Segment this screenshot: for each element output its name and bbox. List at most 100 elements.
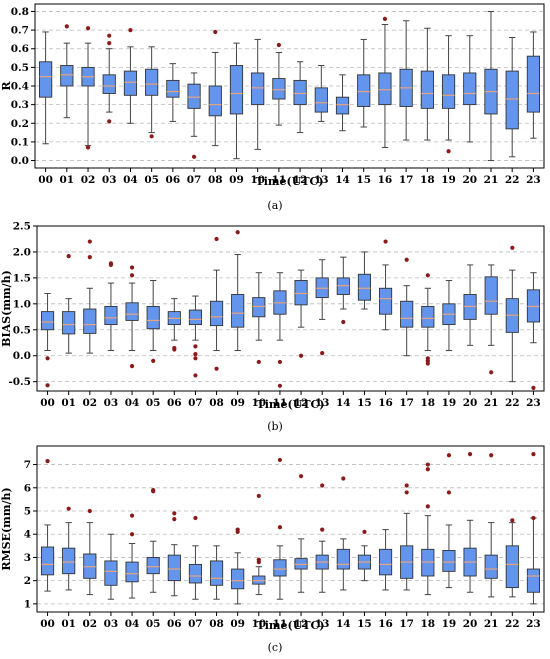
- y-tick-label: 0.8: [11, 6, 29, 18]
- x-tick-label: 03: [104, 397, 119, 409]
- outlier-point: [362, 529, 367, 535]
- outlier-point: [276, 42, 281, 48]
- box: [400, 300, 414, 328]
- outlier-point: [213, 29, 218, 35]
- box: [83, 308, 97, 334]
- x-tick-label: 22: [505, 618, 520, 630]
- box: [420, 70, 434, 109]
- outlier-point: [425, 361, 430, 366]
- x-tick-label: 07: [187, 174, 202, 186]
- box: [145, 68, 159, 96]
- x-tick-label: 02: [81, 174, 96, 186]
- outlier-point: [107, 119, 112, 124]
- y-tick-label: 1: [24, 598, 31, 610]
- outlier-point: [320, 351, 325, 356]
- outlier-point: [489, 370, 494, 375]
- outlier-point: [235, 527, 240, 532]
- x-tick-label: 15: [357, 397, 372, 409]
- box: [505, 545, 519, 589]
- y-tick-label: 3: [24, 552, 31, 564]
- outlier-point: [191, 154, 197, 159]
- box: [272, 78, 286, 100]
- outlier-point: [320, 483, 325, 488]
- outlier-point: [277, 525, 283, 530]
- x-tick-label: 18: [421, 397, 436, 409]
- x-tick-label: 04: [123, 174, 138, 186]
- outlier-point: [172, 517, 177, 522]
- x-tick-label: 08: [209, 618, 224, 630]
- box: [62, 311, 76, 335]
- panel-caption: (b): [267, 420, 283, 433]
- outlier-point: [214, 236, 219, 242]
- outlier-point: [256, 559, 261, 565]
- x-tick-label: 01: [61, 397, 76, 409]
- x-tick-label: 17: [399, 174, 414, 186]
- x-tick-label: 03: [102, 174, 117, 186]
- box: [229, 65, 244, 115]
- box: [39, 61, 53, 98]
- outlier-point: [446, 453, 452, 458]
- x-tick-label: 06: [167, 618, 182, 630]
- x-tick-label: 14: [336, 397, 351, 409]
- box: [125, 302, 139, 321]
- outlier-point: [85, 26, 91, 31]
- box: [40, 311, 55, 331]
- box: [187, 83, 201, 109]
- box: [209, 560, 224, 586]
- box: [40, 546, 55, 576]
- x-tick-label: 11: [273, 618, 288, 630]
- outlier-point: [425, 467, 430, 472]
- box: [526, 568, 541, 593]
- y-axis-title: BIAS(mm/h): [0, 270, 13, 347]
- x-tick-label: 06: [166, 174, 181, 186]
- x-tick-label: 01: [60, 174, 75, 186]
- box: [166, 79, 180, 98]
- y-tick-label: 4: [24, 529, 31, 541]
- outlier-point: [87, 255, 92, 260]
- outlier-point: [45, 458, 50, 464]
- outlier-point: [193, 356, 198, 361]
- y-tick-label: 0.0: [11, 155, 29, 167]
- outlier-point: [129, 363, 135, 369]
- outlier-point: [193, 352, 198, 357]
- outlier-point: [510, 245, 515, 250]
- outlier-point: [107, 33, 112, 38]
- box: [293, 79, 307, 106]
- x-tick-label: 17: [399, 618, 414, 630]
- outlier-point: [64, 24, 69, 29]
- x-tick-label: 14: [336, 618, 351, 630]
- box: [294, 280, 308, 306]
- outlier-point: [298, 474, 304, 479]
- outlier-point: [531, 515, 536, 521]
- y-tick-label: 6: [24, 482, 31, 494]
- plot-area: [37, 446, 544, 612]
- x-tick-label: 19: [442, 397, 457, 409]
- box: [378, 72, 392, 106]
- x-tick-label: 22: [505, 174, 520, 186]
- x-tick-label: 11: [273, 397, 288, 409]
- x-tick-label: 13: [315, 397, 330, 409]
- outlier-point: [277, 457, 283, 463]
- outlier-point: [129, 265, 135, 270]
- panel-caption: (c): [268, 641, 283, 654]
- x-tick-label: 12: [293, 174, 308, 186]
- x-tick-label: 01: [61, 618, 76, 630]
- outlier-point: [277, 383, 283, 388]
- y-tick-label: 2.0: [13, 246, 31, 258]
- outlier-point: [404, 257, 409, 262]
- x-tick-label: 08: [208, 174, 223, 186]
- x-tick-label: 21: [484, 397, 499, 409]
- outlier-point: [341, 476, 346, 481]
- outlier-point: [383, 239, 388, 244]
- box: [102, 74, 116, 94]
- outlier-point: [193, 373, 198, 378]
- box: [251, 72, 265, 106]
- box: [441, 74, 456, 109]
- x-tick-label: 07: [188, 397, 203, 409]
- x-tick-label: 23: [526, 618, 541, 630]
- plot-frame: [36, 225, 545, 392]
- y-tick-label: 2: [24, 575, 31, 587]
- outlier-point: [128, 27, 133, 33]
- y-tick-label: 0.4: [11, 81, 29, 93]
- outlier-point: [531, 385, 536, 390]
